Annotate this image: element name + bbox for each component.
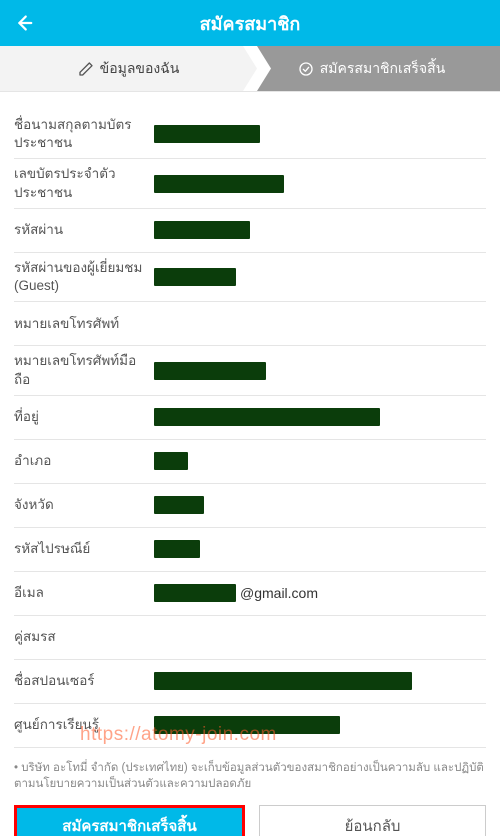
redacted-value [154, 221, 250, 239]
field-row-center: ศูนย์การเรียนรู้ [14, 704, 486, 748]
step2-label: สมัครสมาชิกเสร็จสิ้น [320, 58, 445, 80]
field-row-email: อีเมล @gmail.com [14, 572, 486, 616]
field-value [154, 221, 486, 239]
field-row-password: รหัสผ่าน [14, 209, 486, 253]
redacted-value [154, 540, 200, 558]
field-label: รหัสผ่าน [14, 221, 154, 239]
field-label: อำเภอ [14, 452, 154, 470]
field-label: ชื่อนามสกุลตามบัตรประชาชน [14, 116, 154, 152]
redacted-value [154, 716, 340, 734]
field-label: อีเมล [14, 584, 154, 602]
step1-label: ข้อมูลของฉัน [100, 58, 180, 80]
field-label: รหัสไปรษณีย์ [14, 540, 154, 558]
redacted-value [154, 362, 266, 380]
field-row-guestpw: รหัสผ่านของผู้เยี่ยมชม (Guest) [14, 253, 486, 302]
back-button[interactable]: ย้อนกลับ [259, 805, 486, 836]
field-row-idcard: เลขบัตรประจำตัวประชาชน [14, 159, 486, 208]
field-label: ชื่อสปอนเซอร์ [14, 672, 154, 690]
app-header: สมัครสมาชิก [0, 0, 500, 46]
field-value: @gmail.com [154, 584, 486, 602]
page-title: สมัครสมาชิก [200, 9, 301, 38]
field-row-district: อำเภอ [14, 440, 486, 484]
field-value [154, 672, 486, 690]
field-label: ศูนย์การเรียนรู้ [14, 716, 154, 734]
field-value [154, 175, 486, 193]
privacy-disclaimer: • บริษัท อะโทมี่ จำกัด (ประเทศไทย) จะเก็… [0, 752, 500, 799]
field-label: หมายเลขโทรศัพท์มือถือ [14, 352, 154, 388]
field-label: ที่อยู่ [14, 408, 154, 426]
form-summary: ชื่อนามสกุลตามบัตรประชาชนเลขบัตรประจำตัว… [0, 92, 500, 752]
field-row-zipcode: รหัสไปรษณีย์ [14, 528, 486, 572]
field-value [154, 125, 486, 143]
field-value [154, 452, 486, 470]
field-row-name: ชื่อนามสกุลตามบัตรประชาชน [14, 110, 486, 159]
field-label: เลขบัตรประจำตัวประชาชน [14, 165, 154, 201]
redacted-value [154, 496, 204, 514]
field-row-address: ที่อยู่ [14, 396, 486, 440]
check-circle-icon [298, 61, 314, 77]
redacted-value [154, 584, 236, 602]
field-value [154, 716, 486, 734]
field-label: คู่สมรส [14, 628, 154, 646]
step-register-complete: สมัครสมาชิกเสร็จสิ้น [243, 46, 500, 91]
action-buttons: สมัครสมาชิกเสร็จสิ้น ย้อนกลับ [0, 799, 500, 836]
field-label: จังหวัด [14, 496, 154, 514]
field-row-mobile: หมายเลขโทรศัพท์มือถือ [14, 346, 486, 395]
redacted-value [154, 268, 236, 286]
field-value [154, 496, 486, 514]
field-row-phone: หมายเลขโทรศัพท์ [14, 302, 486, 346]
redacted-value [154, 452, 188, 470]
pencil-icon [78, 61, 94, 77]
field-value [154, 408, 486, 426]
field-trailing-text: @gmail.com [240, 585, 318, 601]
back-arrow-icon[interactable] [12, 12, 34, 34]
field-row-marital: คู่สมรส [14, 616, 486, 660]
field-row-province: จังหวัด [14, 484, 486, 528]
redacted-value [154, 125, 260, 143]
field-row-sponsor: ชื่อสปอนเซอร์ [14, 660, 486, 704]
field-value [154, 362, 486, 380]
redacted-value [154, 408, 380, 426]
field-label: รหัสผ่านของผู้เยี่ยมชม (Guest) [14, 259, 154, 295]
highlight-box: สมัครสมาชิกเสร็จสิ้น [14, 805, 245, 836]
progress-steps: ข้อมูลของฉัน สมัครสมาชิกเสร็จสิ้น [0, 46, 500, 92]
step-my-info: ข้อมูลของฉัน [0, 46, 257, 91]
field-value [154, 268, 486, 286]
redacted-value [154, 672, 412, 690]
submit-button[interactable]: สมัครสมาชิกเสร็จสิ้น [17, 808, 242, 836]
field-label: หมายเลขโทรศัพท์ [14, 315, 154, 333]
field-value [154, 540, 486, 558]
redacted-value [154, 175, 284, 193]
